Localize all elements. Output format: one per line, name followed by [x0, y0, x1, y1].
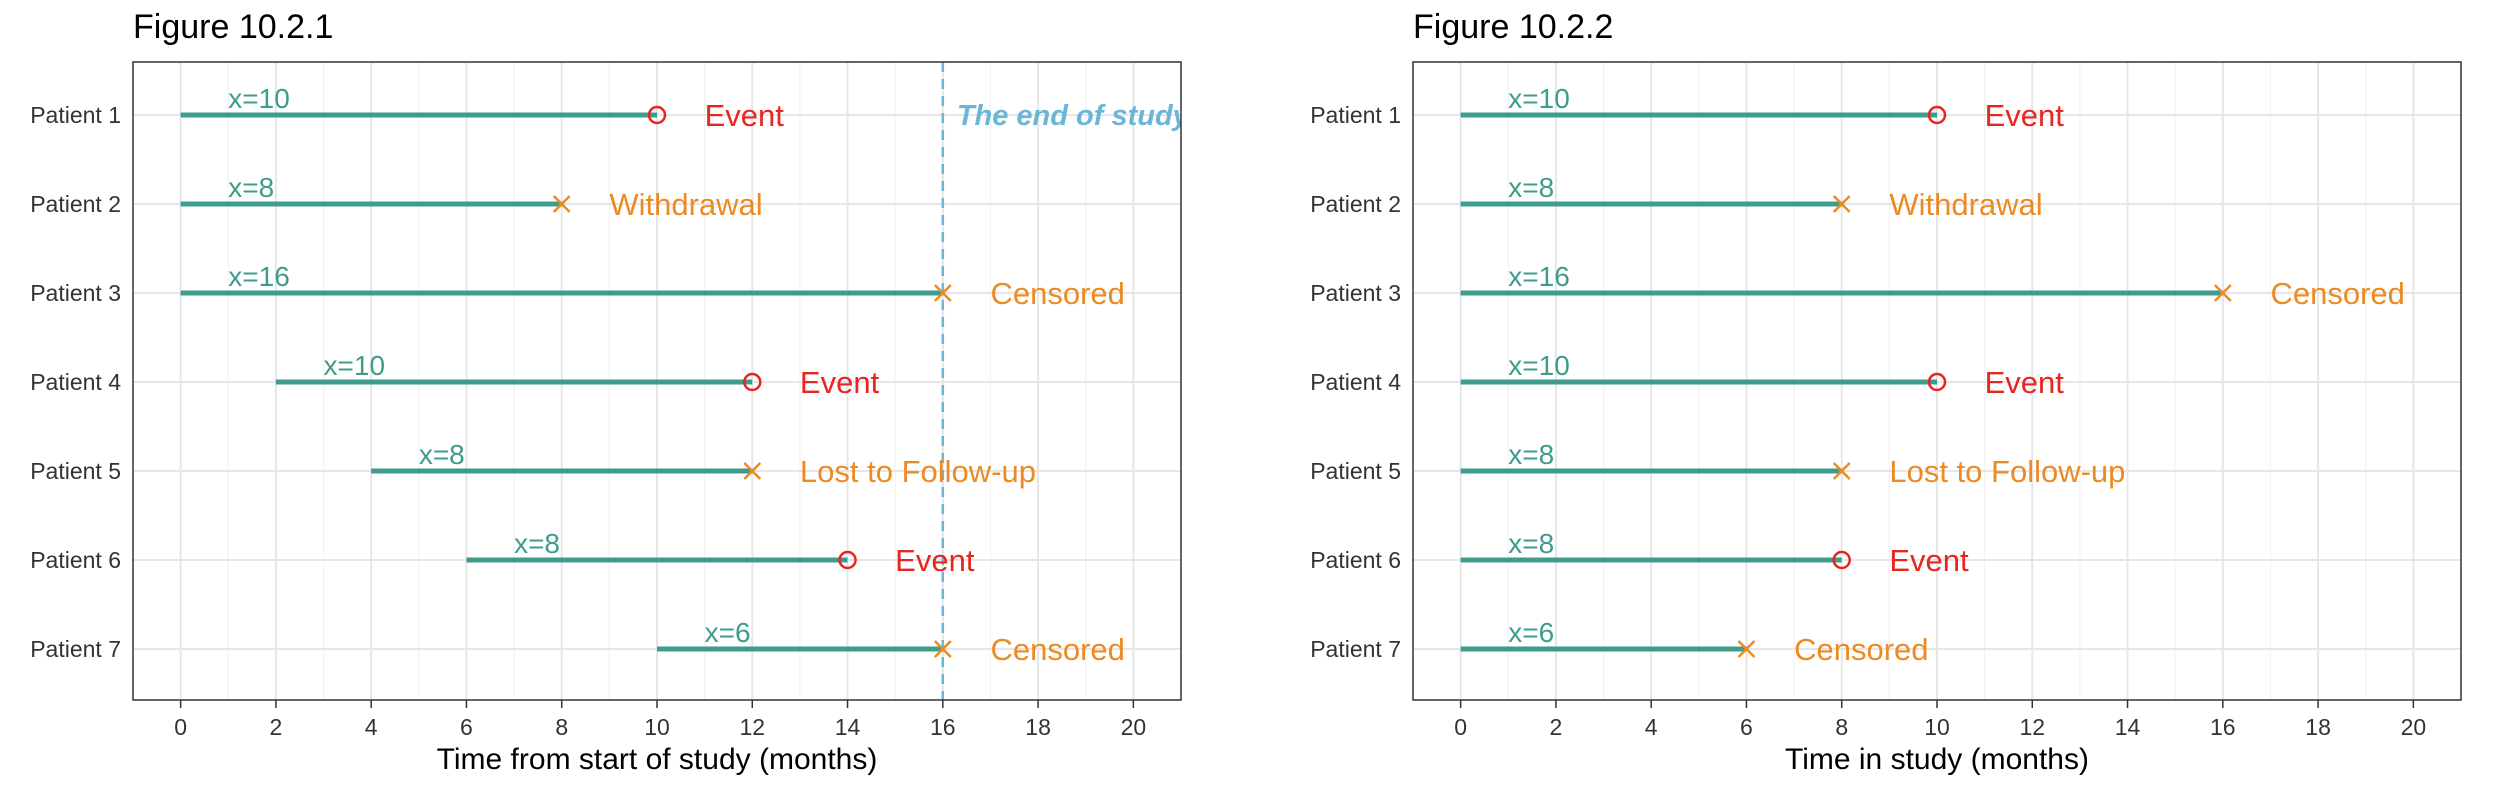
- outcome-label: Event: [705, 98, 785, 133]
- x-tick-label: 4: [1645, 714, 1658, 740]
- patient-label: Patient 3: [30, 280, 121, 306]
- duration-label: x=6: [705, 617, 751, 648]
- patient-label: Patient 2: [30, 191, 121, 217]
- event-marker: [647, 105, 667, 125]
- censor-marker: [1737, 640, 1756, 658]
- x-tick-label: 10: [644, 714, 670, 740]
- outcome-label: Lost to Follow-up: [800, 454, 1036, 489]
- censor-marker: [1832, 462, 1851, 480]
- x-tick-label: 6: [1740, 714, 1753, 740]
- chart-panel-2: Figure 10.2.2 x=10 Event Patient 1 x=8 Withdr…: [1310, 8, 2462, 776]
- end-of-study-label: The end of study: [957, 100, 1191, 132]
- censor-marker: [933, 640, 952, 658]
- chart-title: Figure 10.2.1: [133, 8, 333, 46]
- duration-label: x=8: [514, 528, 560, 559]
- patient-label: Patient 7: [30, 636, 121, 662]
- patient-label: Patient 6: [1310, 547, 1401, 573]
- x-tick-label: 18: [2305, 714, 2331, 740]
- outcome-label: Lost to Follow-up: [1889, 454, 2125, 489]
- x-tick-label: 14: [2115, 714, 2141, 740]
- chart-panel-1: Figure 10.2.1 x=10 Event Patient 1 x=8 Withdr…: [30, 8, 1191, 776]
- duration-label: x=8: [1508, 528, 1554, 559]
- x-tick-label: 0: [1454, 714, 1467, 740]
- censor-marker: [743, 462, 762, 480]
- event-marker: [1832, 550, 1851, 570]
- x-tick-label: 20: [2401, 714, 2427, 740]
- event-marker: [1927, 105, 1947, 125]
- duration-label: x=16: [1508, 261, 1570, 292]
- outcome-label: Withdrawal: [1889, 187, 2042, 222]
- outcome-label: Censored: [2270, 276, 2404, 311]
- duration-label: x=8: [1508, 172, 1554, 203]
- outcome-label: Event: [800, 365, 880, 400]
- duration-label: x=10: [228, 83, 289, 114]
- duration-label: x=8: [419, 439, 465, 470]
- outcome-label: Censored: [990, 276, 1124, 311]
- x-tick-label: 12: [739, 714, 765, 740]
- outcome-label: Event: [1985, 98, 2065, 133]
- patient-label: Patient 2: [1310, 191, 1401, 217]
- patient-label: Patient 5: [30, 458, 121, 484]
- duration-label: x=6: [1508, 617, 1554, 648]
- patient-label: Patient 4: [30, 369, 121, 395]
- patient-label: Patient 7: [1310, 636, 1401, 662]
- chart-title: Figure 10.2.2: [1413, 8, 1613, 46]
- duration-label: x=8: [1508, 439, 1554, 470]
- outcome-label: Event: [895, 543, 975, 578]
- duration-label: x=10: [1508, 350, 1570, 381]
- outcome-label: Event: [1889, 543, 1969, 578]
- x-tick-label: 18: [1025, 714, 1051, 740]
- censor-marker: [1832, 195, 1851, 213]
- duration-label: x=16: [228, 261, 289, 292]
- duration-label: x=10: [1508, 83, 1570, 114]
- x-tick-label: 16: [2210, 714, 2236, 740]
- event-marker: [743, 372, 762, 392]
- x-tick-label: 12: [2019, 714, 2045, 740]
- censor-marker: [933, 284, 952, 302]
- x-tick-label: 16: [930, 714, 956, 740]
- x-tick-label: 0: [174, 714, 187, 740]
- patient-label: Patient 1: [30, 102, 121, 128]
- x-tick-label: 4: [365, 714, 378, 740]
- patient-label: Patient 4: [1310, 369, 1401, 395]
- x-tick-label: 2: [1550, 714, 1563, 740]
- patient-label: Patient 6: [30, 547, 121, 573]
- outcome-label: Censored: [1794, 632, 1928, 667]
- x-tick-label: 10: [1924, 714, 1950, 740]
- censor-marker: [2213, 284, 2232, 302]
- x-tick-label: 8: [555, 714, 568, 740]
- duration-label: x=8: [228, 172, 274, 203]
- x-tick-label: 8: [1835, 714, 1848, 740]
- x-tick-label: 6: [460, 714, 473, 740]
- x-tick-label: 14: [835, 714, 861, 740]
- outcome-label: Event: [1985, 365, 2065, 400]
- x-tick-label: 2: [270, 714, 283, 740]
- outcome-label: Withdrawal: [609, 187, 762, 222]
- patient-label: Patient 5: [1310, 458, 1401, 484]
- outcome-label: Censored: [990, 632, 1124, 667]
- patient-label: Patient 3: [1310, 280, 1401, 306]
- x-axis-label: Time from start of study (months): [437, 743, 878, 776]
- patient-label: Patient 1: [1310, 102, 1401, 128]
- event-marker: [838, 550, 857, 570]
- x-tick-label: 20: [1121, 714, 1147, 740]
- x-axis-label: Time in study (months): [1785, 743, 2089, 776]
- event-marker: [1927, 372, 1947, 392]
- censor-marker: [552, 195, 571, 213]
- duration-label: x=10: [324, 350, 386, 381]
